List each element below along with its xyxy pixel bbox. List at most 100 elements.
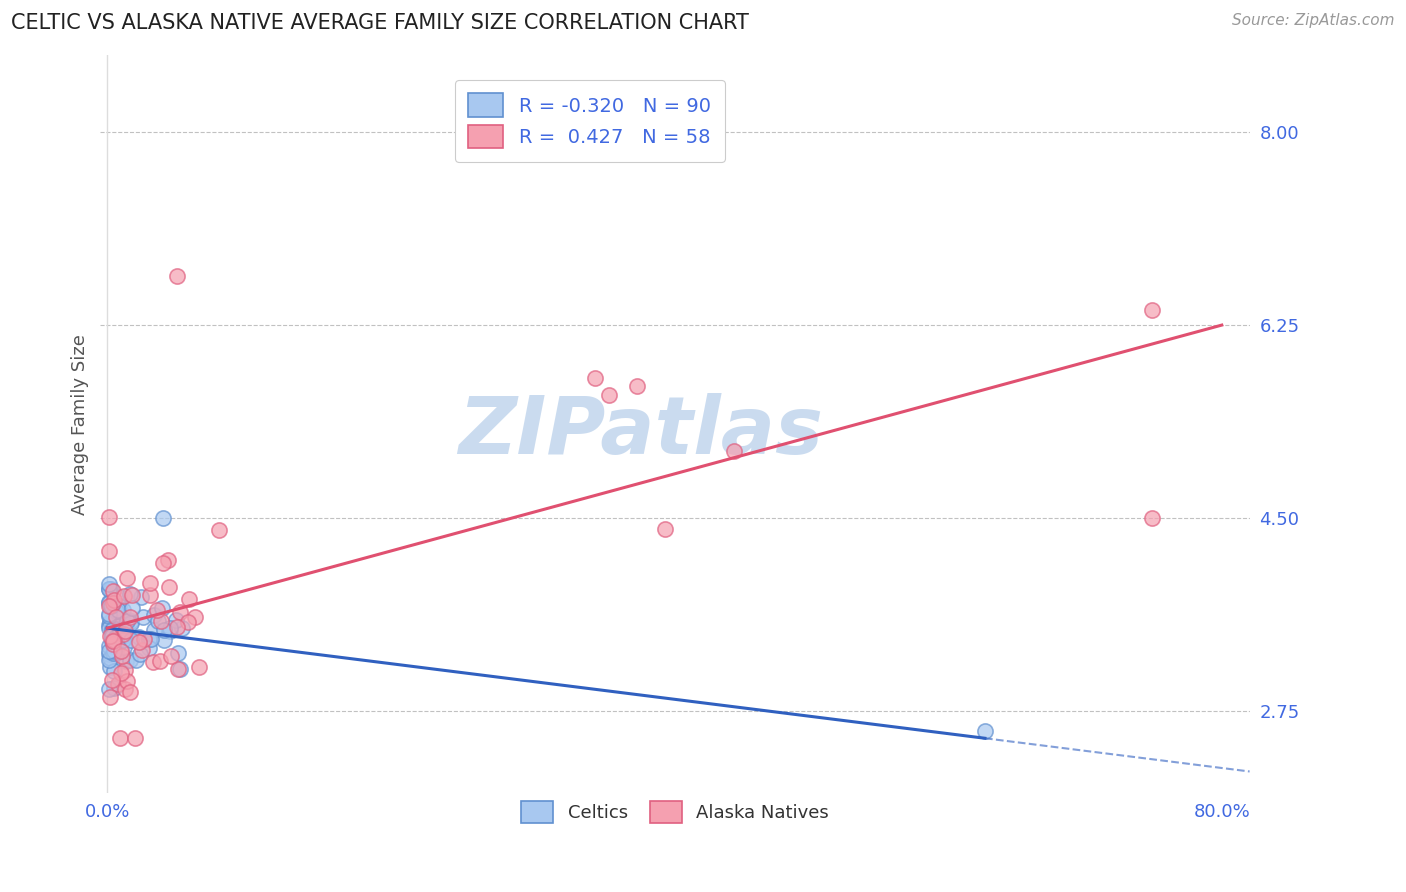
Point (114, 624, 136, 638)
Point (120, 615, 142, 630)
Point (103, 637, 125, 651)
Point (97, 682, 120, 697)
Point (97, 582, 120, 596)
Point (1140, 302, 1163, 317)
Point (128, 635, 150, 649)
Point (105, 604, 128, 618)
Point (97, 595, 120, 609)
Point (165, 613, 187, 627)
Point (132, 609, 155, 624)
Point (97, 618, 120, 632)
Point (583, 370, 606, 384)
Point (149, 654, 172, 668)
Point (101, 634, 124, 648)
Point (107, 638, 129, 652)
Point (108, 632, 131, 647)
Point (100, 582, 122, 596)
Point (110, 648, 132, 663)
Point (177, 615, 200, 629)
Point (129, 590, 152, 604)
Point (97, 599, 120, 613)
Point (104, 603, 127, 617)
Point (156, 553, 179, 567)
Point (157, 580, 180, 594)
Point (97, 607, 120, 622)
Point (110, 624, 132, 638)
Point (103, 664, 125, 678)
Point (121, 601, 143, 615)
Point (723, 443, 745, 458)
Y-axis label: Average Family Size: Average Family Size (72, 334, 89, 515)
Point (103, 681, 125, 695)
Point (166, 268, 188, 283)
Point (141, 632, 163, 646)
Point (98, 596, 121, 610)
Point (98, 651, 121, 665)
Point (183, 609, 205, 624)
Point (167, 662, 190, 676)
Point (97, 576, 120, 591)
Point (108, 627, 131, 641)
Point (100, 599, 122, 614)
Point (112, 632, 135, 647)
Point (101, 600, 124, 615)
Point (131, 643, 153, 657)
Point (111, 603, 134, 617)
Point (114, 654, 136, 668)
Point (118, 587, 141, 601)
Point (108, 590, 131, 604)
Point (103, 593, 125, 607)
Point (159, 624, 181, 639)
Point (101, 673, 124, 688)
Point (105, 646, 128, 660)
Point (103, 633, 125, 648)
Point (139, 576, 162, 591)
Point (120, 632, 142, 647)
Point (97, 643, 120, 657)
Point (97, 639, 120, 653)
Point (98, 653, 121, 667)
Point (169, 662, 191, 676)
Point (152, 511, 174, 525)
Point (107, 603, 129, 617)
Point (146, 603, 169, 617)
Point (97, 608, 120, 623)
Point (142, 655, 165, 669)
Point (167, 646, 190, 660)
Point (105, 627, 128, 641)
Point (179, 591, 201, 606)
Point (98, 615, 121, 629)
Point (101, 596, 124, 610)
Point (111, 610, 134, 624)
Point (138, 640, 160, 655)
Point (97, 544, 120, 558)
Point (97, 621, 120, 635)
Point (128, 647, 150, 661)
Point (114, 628, 136, 642)
Point (114, 682, 136, 697)
Point (98, 690, 121, 704)
Point (128, 630, 150, 644)
Point (121, 589, 143, 603)
Point (105, 604, 128, 618)
Point (107, 677, 129, 691)
Point (110, 644, 132, 658)
Point (166, 620, 188, 634)
Point (159, 621, 181, 635)
Point (108, 731, 131, 746)
Point (103, 633, 125, 648)
Point (115, 673, 138, 688)
Point (118, 609, 141, 624)
Point (97, 647, 120, 661)
Point (139, 588, 162, 602)
Point (169, 605, 191, 619)
Point (104, 623, 127, 637)
Point (153, 633, 176, 648)
Point (138, 632, 160, 647)
Text: ZIPatlas: ZIPatlas (458, 392, 823, 471)
Point (112, 589, 135, 603)
Point (101, 646, 124, 660)
Point (114, 664, 136, 678)
Point (118, 652, 141, 666)
Point (104, 614, 127, 628)
